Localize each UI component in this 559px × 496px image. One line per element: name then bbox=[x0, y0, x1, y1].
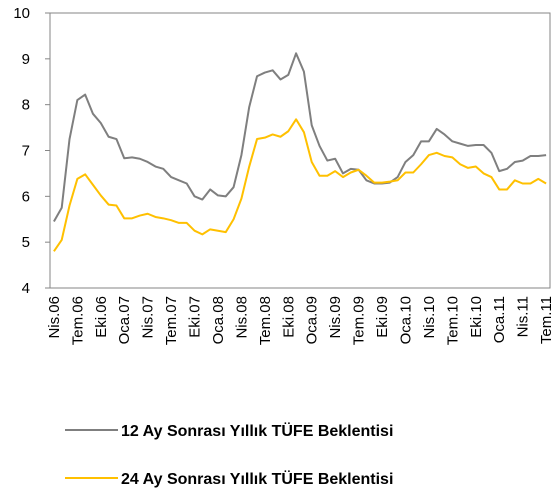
x-tick-label: Nis.06 bbox=[46, 296, 63, 339]
x-tick-label: Oca.10 bbox=[397, 296, 414, 344]
x-tick-label: Eki.10 bbox=[468, 296, 485, 338]
legend-text: 12 Ay Sonrası Yıllık TÜFE Beklentisi bbox=[121, 421, 393, 440]
x-tick-label: Eki.07 bbox=[187, 296, 204, 338]
x-tick-label: Eki.09 bbox=[374, 296, 391, 338]
y-tick-label: 9 bbox=[22, 51, 30, 68]
x-tick-label: Nis.07 bbox=[140, 296, 157, 339]
plot-frame bbox=[49, 12, 551, 289]
x-tick-label: Eki.06 bbox=[93, 296, 110, 338]
x-tick-label: Oca.11 bbox=[491, 296, 508, 343]
series-line bbox=[53, 118, 547, 252]
x-tick-label: Oca.07 bbox=[116, 296, 133, 344]
x-tick-label: Nis.08 bbox=[233, 296, 250, 339]
x-tick-label: Nis.11 bbox=[515, 296, 532, 337]
x-tick-label: Tem.06 bbox=[69, 296, 86, 345]
x-tick-label: Nis.09 bbox=[327, 296, 344, 339]
y-tick-label: 7 bbox=[22, 143, 30, 160]
x-tick-label: Tem.09 bbox=[351, 296, 368, 345]
x-tick-label: Oca.08 bbox=[210, 296, 227, 344]
x-tick-label: Nis.10 bbox=[421, 296, 438, 339]
y-tick-label: 5 bbox=[22, 234, 30, 251]
x-tick-label: Eki.08 bbox=[280, 296, 297, 338]
y-tick-label: 6 bbox=[22, 188, 30, 205]
x-tick-label: Tem.08 bbox=[257, 296, 274, 345]
x-tick-label: Tem.11 bbox=[538, 296, 555, 344]
series-line bbox=[53, 52, 547, 223]
x-tick-label: Tem.10 bbox=[444, 296, 461, 345]
y-tick-label: 4 bbox=[22, 280, 30, 297]
x-tick-label: Oca.09 bbox=[304, 296, 321, 344]
legend-text: 24 Ay Sonrası Yıllık TÜFE Beklentisi bbox=[121, 469, 393, 488]
y-tick-label: 8 bbox=[22, 97, 30, 114]
y-tick-label: 10 bbox=[13, 5, 30, 22]
x-tick-label: Tem.07 bbox=[163, 296, 180, 345]
